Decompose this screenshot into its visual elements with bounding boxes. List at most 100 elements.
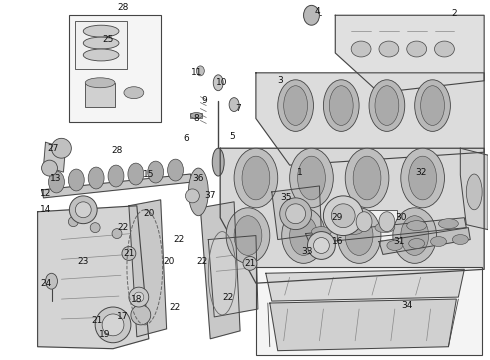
Polygon shape: [335, 15, 484, 93]
Text: 28: 28: [117, 3, 129, 12]
Ellipse shape: [369, 80, 405, 131]
Bar: [256, 267, 482, 355]
Text: 8: 8: [194, 114, 199, 123]
Text: 4: 4: [315, 7, 320, 16]
Text: 11: 11: [191, 68, 202, 77]
Ellipse shape: [168, 159, 183, 181]
Text: 22: 22: [222, 293, 234, 302]
Polygon shape: [220, 148, 484, 283]
Ellipse shape: [85, 78, 115, 88]
Text: 7: 7: [235, 104, 241, 113]
Text: 32: 32: [415, 167, 426, 176]
Circle shape: [185, 189, 199, 203]
Ellipse shape: [69, 169, 84, 191]
Polygon shape: [42, 174, 193, 198]
Ellipse shape: [282, 208, 325, 264]
Ellipse shape: [124, 87, 144, 99]
Ellipse shape: [379, 212, 395, 231]
Ellipse shape: [213, 75, 223, 91]
Ellipse shape: [407, 221, 427, 231]
Polygon shape: [460, 148, 488, 230]
Text: 21: 21: [245, 259, 256, 268]
Ellipse shape: [83, 49, 119, 61]
Ellipse shape: [401, 216, 429, 255]
Circle shape: [75, 202, 91, 218]
Ellipse shape: [312, 227, 331, 237]
Ellipse shape: [278, 80, 314, 131]
Circle shape: [112, 229, 122, 239]
Polygon shape: [44, 142, 65, 172]
Text: 14: 14: [40, 205, 51, 214]
Ellipse shape: [452, 235, 468, 244]
Text: 21: 21: [123, 249, 135, 258]
Text: 15: 15: [143, 170, 154, 179]
Ellipse shape: [49, 171, 64, 193]
Ellipse shape: [375, 86, 399, 125]
Ellipse shape: [46, 273, 57, 289]
Ellipse shape: [420, 86, 444, 125]
Ellipse shape: [234, 148, 278, 208]
Circle shape: [280, 198, 312, 230]
Circle shape: [308, 231, 335, 260]
Polygon shape: [306, 218, 466, 243]
Ellipse shape: [242, 156, 270, 200]
Text: 3: 3: [277, 76, 283, 85]
Text: 22: 22: [169, 302, 180, 311]
Circle shape: [129, 287, 149, 307]
Ellipse shape: [356, 212, 372, 231]
Ellipse shape: [379, 41, 399, 57]
Bar: [349, 210, 397, 239]
Circle shape: [243, 256, 257, 270]
Text: 9: 9: [201, 96, 207, 105]
Ellipse shape: [284, 86, 308, 125]
Ellipse shape: [466, 174, 482, 210]
Ellipse shape: [435, 41, 454, 57]
Ellipse shape: [439, 219, 458, 229]
Text: 29: 29: [332, 213, 343, 222]
Text: 28: 28: [111, 146, 122, 155]
Bar: [70, 15, 161, 122]
Ellipse shape: [83, 25, 119, 37]
Text: 22: 22: [196, 257, 208, 266]
Circle shape: [69, 217, 78, 227]
Text: 35: 35: [280, 193, 292, 202]
Text: 24: 24: [40, 279, 51, 288]
Polygon shape: [38, 206, 149, 349]
Circle shape: [102, 314, 124, 336]
Text: 16: 16: [332, 237, 343, 246]
Polygon shape: [270, 299, 456, 351]
Circle shape: [131, 305, 151, 325]
Bar: [191, 113, 202, 118]
Ellipse shape: [290, 216, 318, 255]
Text: 13: 13: [49, 174, 61, 183]
Bar: [75, 21, 127, 69]
Polygon shape: [129, 200, 167, 337]
Polygon shape: [256, 73, 484, 165]
Ellipse shape: [191, 113, 202, 118]
Polygon shape: [272, 186, 321, 239]
Ellipse shape: [229, 98, 239, 112]
Ellipse shape: [343, 225, 363, 235]
Circle shape: [51, 138, 72, 158]
Circle shape: [314, 238, 329, 253]
Text: 18: 18: [131, 294, 143, 303]
Polygon shape: [200, 202, 240, 339]
Text: 1: 1: [297, 167, 302, 176]
Text: 22: 22: [173, 235, 184, 244]
Circle shape: [323, 196, 363, 235]
Ellipse shape: [415, 80, 450, 131]
Ellipse shape: [290, 148, 333, 208]
Ellipse shape: [337, 208, 381, 264]
Text: 2: 2: [452, 9, 457, 18]
Polygon shape: [208, 235, 258, 317]
Text: 22: 22: [117, 223, 128, 232]
Text: 23: 23: [77, 257, 89, 266]
Ellipse shape: [323, 80, 359, 131]
Text: 12: 12: [40, 189, 51, 198]
Ellipse shape: [226, 208, 270, 264]
Circle shape: [122, 247, 136, 260]
Circle shape: [95, 307, 131, 343]
Ellipse shape: [393, 208, 437, 264]
Ellipse shape: [88, 167, 104, 189]
Ellipse shape: [148, 161, 164, 183]
